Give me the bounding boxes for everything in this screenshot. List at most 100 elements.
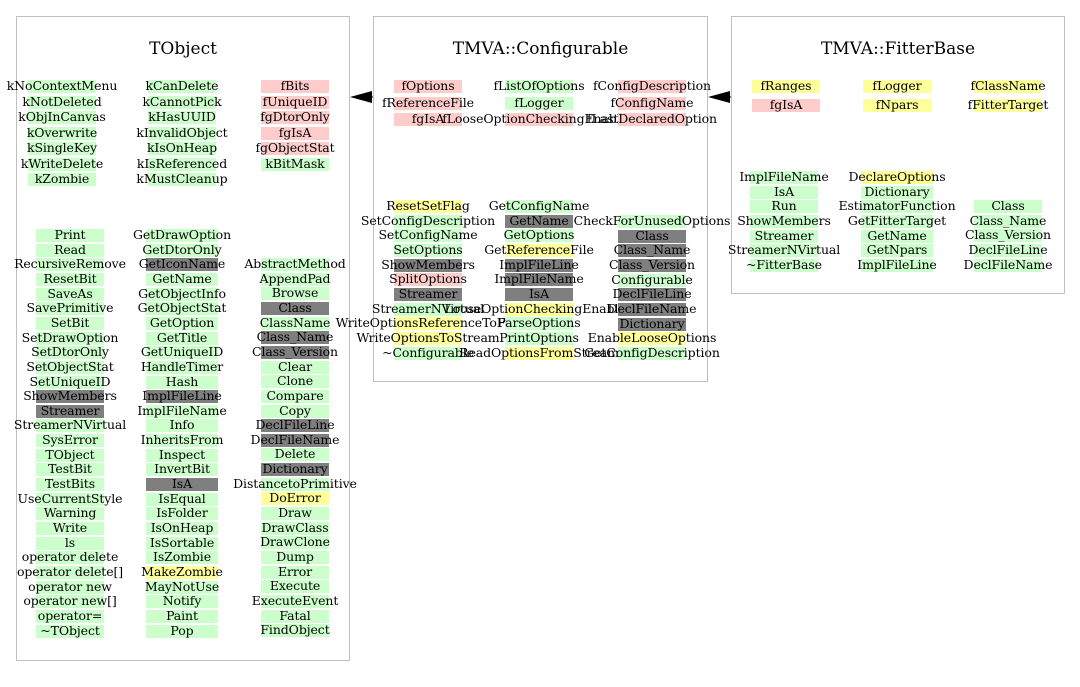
member-highlight	[261, 361, 329, 374]
member-highlight	[505, 97, 573, 110]
class-member-tobject: GetTitle	[156, 330, 208, 345]
member-highlight	[146, 566, 218, 579]
member-highlight	[261, 595, 329, 608]
member-highlight	[261, 536, 329, 549]
class-member-tobject: ~TObject	[40, 623, 100, 638]
class-member-tobject: Pop	[170, 623, 194, 638]
class-member-tobject: Draw	[278, 505, 312, 520]
member-highlight	[148, 173, 216, 186]
class-member-tobject: Copy	[279, 403, 311, 418]
inheritance-arrow-configurable-to-tobject	[350, 91, 373, 103]
member-highlight	[394, 273, 462, 286]
member-highlight	[618, 230, 686, 243]
class-member-tobject: Class	[278, 300, 312, 315]
member-highlight	[36, 537, 104, 550]
member-highlight	[261, 375, 329, 388]
class-member-configurable: PrintOptions	[499, 330, 579, 345]
class-member-fitterbase: fgIsA	[769, 97, 803, 112]
member-highlight	[505, 273, 573, 286]
class-member-configurable: ImplFileLine	[499, 257, 579, 272]
member-highlight	[146, 273, 218, 286]
class-member-tobject: GetDtorOnly	[142, 242, 222, 257]
member-highlight	[28, 80, 96, 93]
member-highlight	[148, 111, 216, 124]
class-member-fitterbase: GetName	[867, 228, 927, 243]
class-member-configurable: GetName	[509, 213, 569, 228]
class-member-configurable: Dictionary	[619, 316, 685, 331]
member-highlight	[36, 625, 104, 638]
class-member-tobject: SetUniqueID	[29, 374, 111, 389]
class-member-configurable: fConfigName	[610, 95, 694, 110]
member-highlight	[861, 171, 933, 184]
member-highlight	[261, 448, 329, 461]
member-highlight	[261, 127, 329, 140]
member-highlight	[261, 80, 329, 93]
member-highlight	[750, 186, 818, 199]
member-highlight	[36, 332, 104, 345]
inheritance-arrow-fitterbase-to-configurable	[708, 91, 731, 103]
class-member-fitterbase: DeclFileName	[963, 257, 1053, 272]
member-highlight	[618, 80, 686, 93]
class-member-tobject: UseCurrentStyle	[17, 491, 123, 506]
member-highlight	[36, 595, 104, 608]
member-highlight	[261, 419, 329, 432]
class-member-configurable: GetOptions	[503, 227, 575, 242]
member-highlight	[148, 127, 216, 140]
member-highlight	[618, 113, 686, 126]
member-highlight	[146, 434, 218, 447]
class-member-configurable: WriteOptionsReferenceToFile	[335, 315, 521, 330]
member-highlight	[261, 96, 329, 109]
member-highlight	[863, 99, 931, 112]
class-member-tobject: SavePrimitive	[26, 300, 114, 315]
member-highlight	[752, 99, 820, 112]
class-member-tobject: SetBit	[50, 315, 90, 330]
member-highlight	[974, 215, 1042, 228]
member-highlight	[261, 331, 329, 344]
member-highlight	[752, 80, 820, 93]
member-highlight	[974, 80, 1042, 93]
member-highlight	[505, 259, 573, 272]
member-highlight	[505, 80, 573, 93]
member-highlight	[146, 332, 218, 345]
class-member-configurable: fReferenceFile	[382, 95, 474, 110]
class-member-tobject: GetObjectInfo	[138, 286, 226, 301]
class-member-tobject: AppendPad	[259, 271, 331, 286]
class-member-tobject: ImplFileLine	[142, 388, 222, 403]
class-member-tobject: Warning	[43, 505, 97, 520]
member-highlight	[505, 347, 573, 360]
class-member-configurable: Class_Version	[608, 257, 696, 272]
class-member-tobject: Paint	[166, 608, 198, 623]
class-member-configurable: ResetSetFlag	[386, 198, 470, 213]
member-highlight	[36, 522, 104, 535]
class-member-tobject: FindObject	[260, 622, 330, 637]
class-member-tobject: InvertBit	[154, 461, 210, 476]
class-member-fitterbase: GetFitterTarget	[847, 213, 947, 228]
member-highlight	[148, 80, 216, 93]
class-member-tobject: MakeZombie	[141, 564, 223, 579]
class-member-tobject: GetDrawOption	[132, 227, 232, 242]
member-highlight	[863, 80, 931, 93]
class-member-tobject: GetIconName	[138, 256, 226, 271]
class-title-configurable: TMVA::Configurable	[452, 39, 629, 59]
class-member-tobject: Write	[52, 520, 88, 535]
class-member-tobject: kIsReferenced	[136, 156, 228, 171]
class-member-tobject: SaveAs	[47, 286, 93, 301]
class-member-configurable: ~Configurable	[382, 345, 474, 360]
member-highlight	[261, 492, 329, 505]
member-highlight	[618, 259, 686, 272]
member-highlight	[750, 171, 818, 184]
member-highlight	[36, 317, 104, 330]
class-member-tobject: DrawClass	[261, 520, 329, 535]
member-highlight	[28, 111, 96, 124]
member-highlight	[36, 507, 104, 520]
class-member-tobject: DrawClone	[260, 534, 330, 549]
class-member-tobject: kOverwrite	[26, 125, 98, 140]
class-member-fitterbase: Streamer	[754, 228, 814, 243]
class-title-tobject: TObject	[149, 39, 217, 59]
member-highlight	[618, 288, 686, 301]
member-highlight	[261, 522, 329, 535]
class-member-configurable: GetConfigName	[488, 198, 590, 213]
member-highlight	[861, 259, 933, 272]
member-highlight	[861, 230, 933, 243]
member-highlight	[261, 317, 329, 330]
